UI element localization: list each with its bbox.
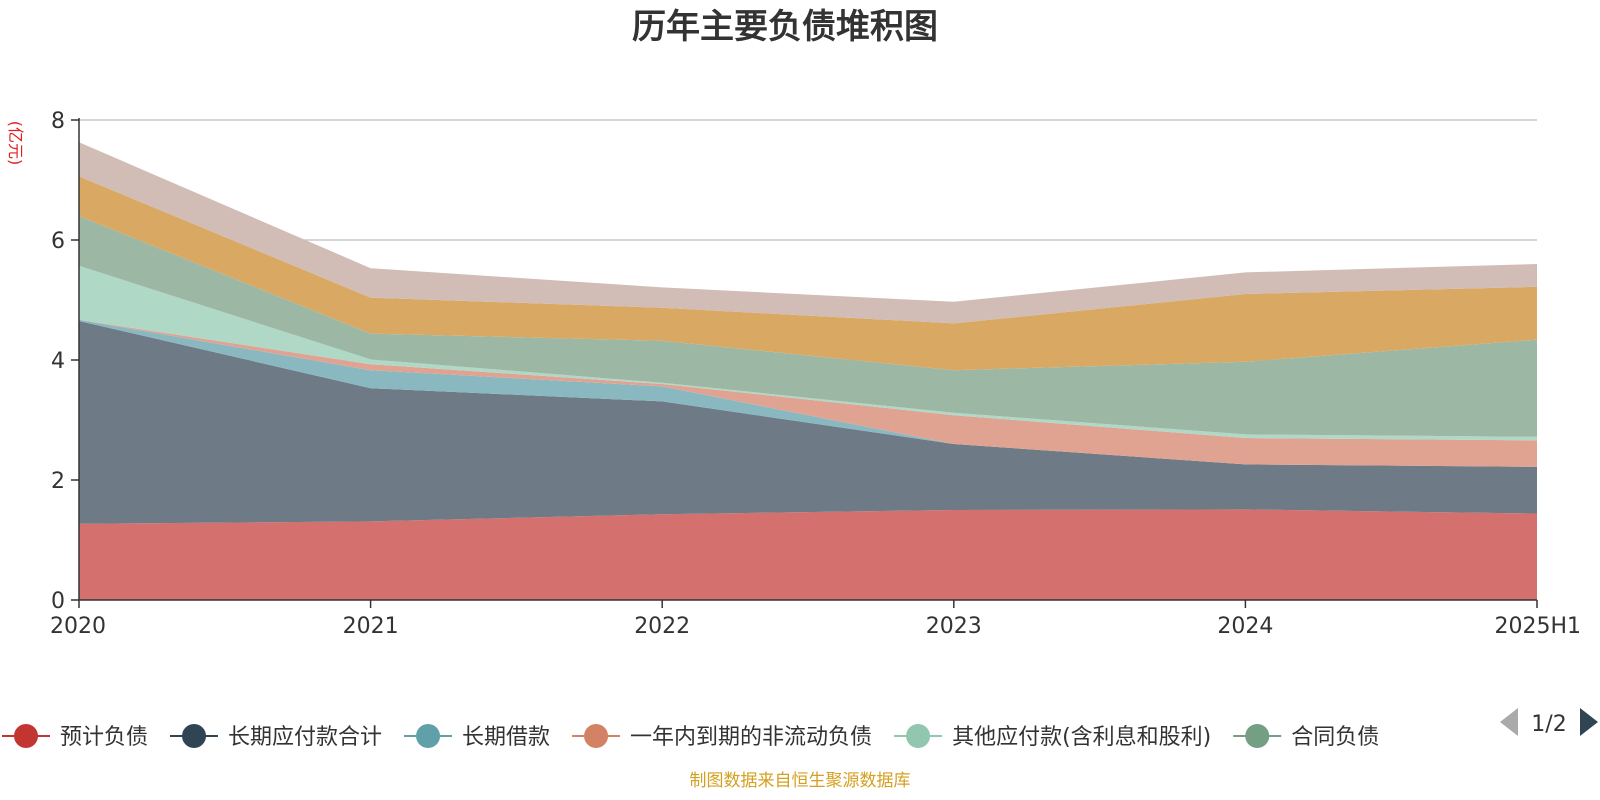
x-tick-label: 2021 [343, 614, 399, 639]
area-series-7 [79, 142, 1537, 324]
legend-pager: 1/2 [1500, 708, 1598, 737]
y-tick-label: 2 [51, 469, 65, 494]
y-tick-label: 6 [51, 229, 65, 254]
area-series-1 [79, 321, 1537, 524]
x-tick-label: 2020 [50, 614, 106, 639]
y-tick-label: 8 [51, 109, 65, 134]
legend-marker-icon [1245, 724, 1270, 748]
legend-marker-icon [182, 724, 207, 748]
y-tick-label: 4 [51, 349, 65, 374]
area-series-3 [79, 319, 1537, 467]
legend-label: 合同负债 [1291, 725, 1379, 750]
legend-next-page-icon[interactable] [1580, 708, 1598, 736]
legend-page-indicator: 1/2 [1531, 712, 1566, 737]
legend-label: 预计负债 [60, 725, 148, 750]
x-tick-label: 2024 [1217, 614, 1273, 639]
legend-label: 其他应付款(含利息和股利) [952, 725, 1211, 750]
data-source-note: 制图数据来自恒生聚源数据库 [690, 771, 911, 791]
x-tick-label: 2025H1 [1494, 614, 1581, 639]
legend-item[interactable]: 一年内到期的非流动负债 [572, 724, 872, 750]
legend-item[interactable]: 预计负债 [2, 724, 148, 750]
legend-marker-icon [906, 724, 931, 748]
legend-label: 长期借款 [462, 725, 550, 750]
area-series-0 [79, 509, 1537, 600]
chart-title: 历年主要负债堆积图 [632, 7, 938, 47]
area-series-5 [79, 216, 1537, 437]
legend-marker-icon [416, 724, 441, 748]
legend-item[interactable]: 长期应付款合计 [170, 724, 382, 750]
stacked-areas [79, 142, 1537, 600]
x-tick-label: 2023 [926, 614, 982, 639]
legend-label: 一年内到期的非流动负债 [630, 725, 872, 750]
legend-item[interactable]: 其他应付款(含利息和股利) [894, 724, 1211, 750]
area-series-6 [79, 176, 1537, 371]
legend-label: 长期应付款合计 [228, 725, 382, 750]
legend: 预计负债 长期应付款合计 长期借款 一年内到期的非流动负债 其他应付款(含利息和股利) 合… [2, 724, 1379, 750]
y-tick-label: 0 [51, 589, 65, 614]
legend-item[interactable]: 长期借款 [404, 724, 550, 750]
legend-marker-icon [14, 724, 38, 748]
legend-item[interactable]: 合同负债 [1233, 724, 1379, 750]
legend-prev-page-icon[interactable] [1500, 708, 1518, 736]
axes: 0 2 4 6 8 2020 2021 2022 2023 2024 2025H1 [50, 109, 1581, 639]
y-axis-unit-label: (亿元) [6, 121, 25, 166]
legend-marker-icon [584, 724, 609, 748]
x-tick-label: 2022 [634, 614, 690, 639]
